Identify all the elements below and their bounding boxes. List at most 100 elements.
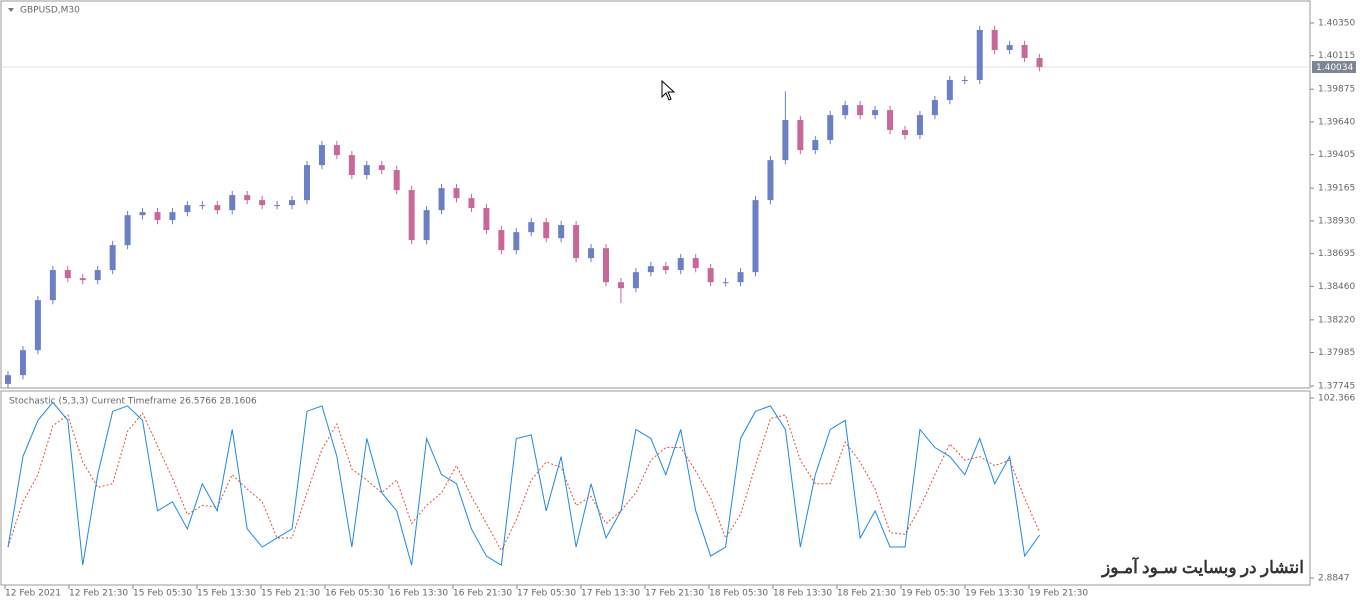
y-tick-label: 2.8847 [1318,574,1350,584]
candle-body [274,205,281,207]
candle-body [767,160,774,201]
candle-body [902,130,908,136]
stochastic-line [7,401,1040,566]
x-tick-label: 17 Feb 21:30 [645,589,704,599]
candle-body [333,145,340,156]
x-tick-label: 19 Feb 13:30 [965,589,1024,599]
y-tick-label: 1.38930 [1318,216,1355,226]
y-tick-label: 1.38460 [1318,282,1355,292]
candle-body [378,165,385,171]
candle-body [872,110,879,116]
candle-body [946,79,953,101]
candle-body [124,215,131,246]
indicator-label: Stochastic (5,3,3) Current Timeframe 26.… [9,397,257,407]
candle-body [34,300,41,351]
candle-body [887,110,894,131]
current-price-box [1312,61,1356,74]
x-tick-label: 17 Feb 05:30 [517,589,576,599]
candle-body [857,105,864,116]
candle-body [169,212,176,221]
x-tick-label: 15 Feb 21:30 [261,589,320,599]
x-tick-label: 12 Feb 21:30 [69,589,128,599]
watermark: انتشار در وبسایت سـود آمـوز [1101,558,1304,577]
candle-body [916,115,923,136]
candle-body [438,188,445,211]
candle-body [393,170,400,191]
x-tick-label: 19 Feb 21:30 [1029,589,1088,599]
y-tick-label: 1.38695 [1318,249,1355,259]
stoch-panel [0,390,1311,586]
symbol-label: GBPUSD,M30 [20,6,80,16]
x-tick-label: 12 Feb 2021 [5,589,61,599]
x-tick-label: 16 Feb 05:30 [325,589,384,599]
candle-body [692,258,699,269]
candle-body [154,212,161,221]
candle-body [498,230,505,251]
candle-body [543,222,550,239]
candle-body [647,266,654,273]
y-tick-label: 102.366 [1318,394,1355,404]
x-tick-label: 16 Feb 13:30 [389,589,448,599]
candle-body [737,272,744,283]
current-price-label: 1.40034 [1316,63,1353,73]
candle-body [931,100,938,116]
candle-body [259,200,266,206]
candle-body [573,225,580,259]
candle-body [588,248,595,259]
mouse-cursor [661,79,676,101]
candle-body [49,270,56,301]
candle-body [797,119,804,151]
candle-body [229,195,236,211]
candle-body [528,222,535,233]
y-tick-label: 1.37985 [1318,348,1355,358]
panel-menu-icon[interactable] [8,8,14,12]
y-tick-label: 1.39640 [1318,117,1355,127]
candle-body [408,190,415,241]
x-tick-label: 16 Feb 21:30 [453,589,512,599]
candle-body [423,210,430,241]
y-tick-label: 1.40350 [1318,19,1355,29]
candle-body [677,258,684,271]
candle-body [1021,45,1028,58]
candle-body [513,232,520,251]
candle-body [363,165,370,176]
candle-body [199,205,206,207]
main-panel [0,0,1311,389]
candle-body [603,248,609,283]
candle-body [468,198,475,209]
candle-body [453,188,460,199]
x-tick-label: 18 Feb 21:30 [837,589,896,599]
y-tick-label: 1.37745 [1318,382,1355,392]
candle-body [558,225,565,239]
x-tick-label: 19 Feb 05:30 [901,589,960,599]
x-tick-label: 18 Feb 05:30 [709,589,768,599]
candle-body [662,266,669,271]
y-tick-label: 1.40115 [1318,51,1355,61]
candle-body [214,205,221,211]
y-tick-label: 1.39405 [1318,150,1355,160]
y-tick-label: 1.38220 [1318,315,1355,325]
candle-body [64,270,71,279]
candle-body [827,115,834,141]
candle-body [109,245,116,271]
candle-body [632,272,639,289]
candle-body [19,350,26,376]
candle-body [79,278,86,281]
candle-body [348,155,355,176]
candle-body [304,165,310,201]
x-tick-label: 15 Feb 13:30 [197,589,256,599]
candle-body [1036,57,1043,68]
candle-body [782,119,789,161]
candle-body [722,282,729,284]
x-tick-label: 18 Feb 13:30 [773,589,832,599]
candle-body [842,105,849,116]
y-tick-label: 1.39875 [1318,85,1355,95]
candle-body [244,195,251,201]
candle-body [483,208,490,231]
candle-body [318,145,325,166]
candle-body [1006,45,1013,51]
candle-body [94,270,101,281]
candle-body [707,268,714,283]
